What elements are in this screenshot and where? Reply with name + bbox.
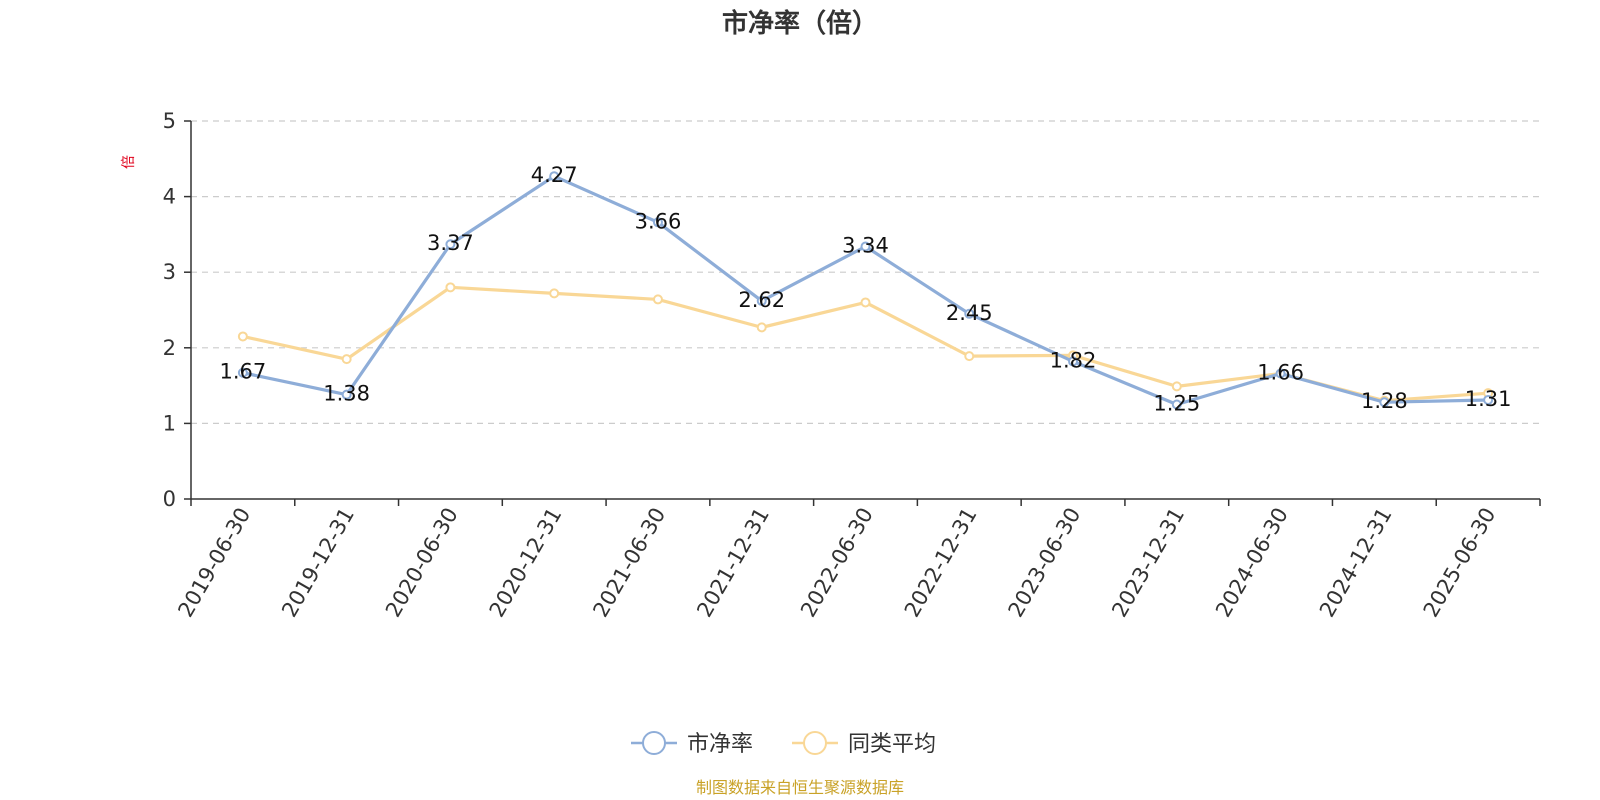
- legend[interactable]: 市净率 同类平均: [631, 731, 936, 757]
- x-tick-label: 2023-06-30: [1004, 504, 1086, 622]
- data-point: [964, 308, 975, 319]
- x-tick-label: 2020-06-30: [381, 504, 463, 622]
- series-group: [237, 171, 1494, 410]
- legend-label: 同类平均: [848, 732, 936, 757]
- y-tick-label: 0: [163, 487, 176, 511]
- data-label: 1.25: [1153, 392, 1200, 416]
- data-label: 1.67: [220, 360, 267, 384]
- data-label: 1.82: [1050, 348, 1097, 372]
- grid-lines: [191, 120, 1540, 424]
- data-point: [445, 239, 456, 250]
- y-tick-label: 1: [163, 411, 176, 435]
- data-point: [1379, 397, 1390, 408]
- data-label: 1.38: [323, 382, 370, 406]
- data-label: 4.27: [531, 163, 578, 187]
- data-label: 3.66: [635, 209, 682, 233]
- data-point: [341, 354, 352, 365]
- y-tick-label: 3: [163, 260, 176, 284]
- data-point: [860, 241, 871, 252]
- data-label: 2.45: [946, 301, 993, 325]
- data-labels: 1.67 1.38 3.37 4.27 3.66 2.62 3.34 2.45 1.82 1.25…: [220, 163, 1512, 415]
- data-point: [860, 297, 871, 308]
- x-tick-label: 2024-06-30: [1211, 504, 1293, 622]
- data-point: [549, 171, 560, 182]
- data-point: [756, 295, 767, 306]
- legend-marker: [642, 731, 666, 755]
- data-point: [964, 351, 975, 362]
- x-tick-label: 2022-12-31: [900, 504, 982, 622]
- legend-item-peer-avg[interactable]: 同类平均: [792, 731, 936, 757]
- data-label: 1.28: [1361, 389, 1408, 413]
- data-point: [237, 331, 248, 342]
- x-tick-label: 2019-06-30: [173, 504, 255, 622]
- data-label: 1.31: [1465, 387, 1512, 411]
- x-tick-label: 2021-06-30: [588, 504, 670, 622]
- data-point: [652, 217, 663, 228]
- axes: 0 1 2 3 4 5 2019-06-30 2019-12-31 2020-06-30 2020…: [163, 109, 1541, 622]
- x-tick-label: 2022-06-30: [796, 504, 878, 622]
- data-label: 2.62: [738, 288, 785, 312]
- x-tick-label: 2025-06-30: [1419, 504, 1501, 622]
- legend-label: 市净率: [687, 732, 753, 757]
- source-note: 制图数据来自恒生聚源数据库: [696, 778, 904, 797]
- x-tick-label: 2024-12-31: [1315, 504, 1397, 622]
- x-tick-label: 2019-12-31: [277, 504, 359, 622]
- chart-title: 市净率（倍）: [722, 8, 878, 39]
- legend-marker: [803, 731, 827, 755]
- data-point: [1171, 399, 1182, 410]
- y-axis-label: 倍: [121, 155, 137, 169]
- x-tick-label: 2023-12-31: [1107, 504, 1189, 622]
- data-label: 1.66: [1257, 361, 1304, 385]
- data-point: [1171, 381, 1182, 392]
- data-point: [1275, 368, 1286, 379]
- data-label: 3.37: [427, 231, 474, 255]
- data-point: [445, 282, 456, 293]
- data-point: [1483, 394, 1494, 405]
- data-point: [237, 367, 248, 378]
- data-point: [549, 288, 560, 299]
- x-tick-label: 2020-12-31: [485, 504, 567, 622]
- x-tick-label: 2021-12-31: [692, 504, 774, 622]
- data-point: [341, 389, 352, 400]
- y-tick-label: 2: [163, 336, 176, 360]
- data-point: [756, 322, 767, 333]
- legend-item-pb[interactable]: 市净率: [631, 731, 753, 757]
- data-label: 3.34: [842, 233, 889, 257]
- data-point: [1068, 356, 1079, 367]
- y-tick-label: 4: [163, 185, 176, 209]
- y-tick-label: 5: [163, 109, 176, 133]
- data-point: [652, 294, 663, 305]
